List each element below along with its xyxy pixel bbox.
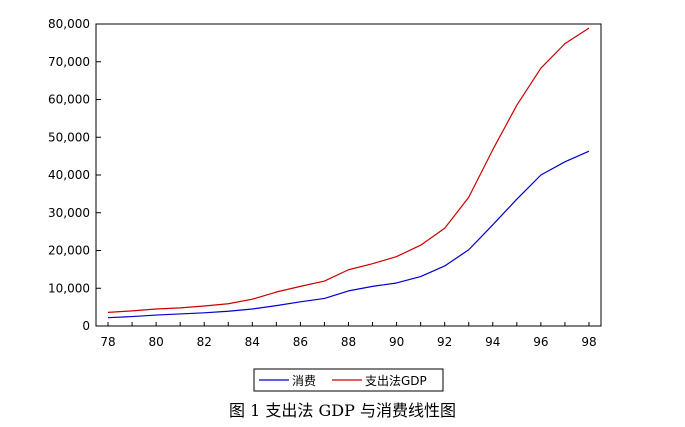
- series-line-consumption: [107, 150, 590, 319]
- x-tick-label: 90: [389, 335, 404, 349]
- series-line-gdp: [107, 27, 590, 314]
- x-axis: 78 80 82 84 86 88 90 92 94 96 98: [100, 322, 597, 349]
- y-tick-label: 70,000: [48, 55, 90, 69]
- y-tick-label: 60,000: [48, 93, 90, 107]
- x-tick-label: 80: [148, 335, 163, 349]
- y-tick-label: 10,000: [48, 281, 90, 295]
- legend: 消费 支出法GDP: [253, 368, 444, 392]
- x-tick-label: 98: [581, 335, 596, 349]
- legend-label-gdp: 支出法GDP: [365, 374, 427, 388]
- series-layer: [107, 27, 590, 319]
- plot-frame: [95, 23, 602, 327]
- x-tick-label: 78: [100, 335, 115, 349]
- chart: 0 10,000 20,000 30,000 40,000 50,000 60,000 70,…: [48, 17, 602, 392]
- x-tick-label: 88: [341, 335, 356, 349]
- figure-caption: 图 1 支出法 GDP 与消费线性图: [229, 401, 456, 420]
- y-tick-label: 50,000: [48, 130, 90, 144]
- x-tick-label: 92: [437, 335, 452, 349]
- y-tick-label: 30,000: [48, 206, 90, 220]
- x-tick-label: 96: [533, 335, 548, 349]
- x-tick-label: 94: [485, 335, 500, 349]
- y-tick-label: 0: [82, 319, 90, 333]
- y-tick-label: 40,000: [48, 168, 90, 182]
- y-tick-label: 80,000: [48, 17, 90, 31]
- x-tick-label: 84: [245, 335, 260, 349]
- y-tick-label: 20,000: [48, 244, 90, 258]
- y-axis: 0 10,000 20,000 30,000 40,000 50,000 60,000 70,…: [48, 17, 101, 333]
- x-tick-label: 82: [197, 335, 212, 349]
- x-tick-label: 86: [293, 335, 308, 349]
- legend-label-consumption: 消费: [292, 374, 316, 388]
